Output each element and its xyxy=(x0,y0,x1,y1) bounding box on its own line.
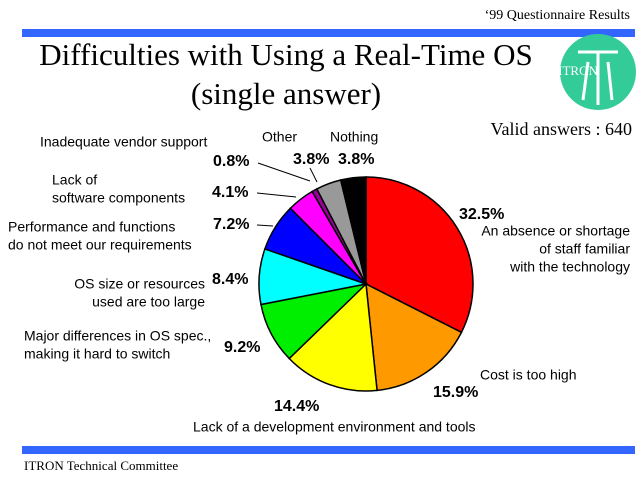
pie-slice xyxy=(365,282,463,392)
category-label: Cost is too high xyxy=(480,367,577,383)
chart-title: Difficulties with Using a Real-Time OS xyxy=(39,37,532,72)
leader-lines xyxy=(256,162,318,227)
pie-slice xyxy=(365,176,474,334)
category-label: used are too large xyxy=(92,294,205,310)
logo: ITRON xyxy=(558,34,636,110)
bottom-bar xyxy=(22,446,635,454)
category-label: with the technology xyxy=(509,259,630,275)
category-label: Performance and functions xyxy=(8,219,175,235)
value-label: 4.1% xyxy=(212,184,248,201)
value-label: 0.8% xyxy=(213,153,249,170)
category-label: Lack of xyxy=(52,172,97,188)
category-label: do not meet our requirements xyxy=(8,237,192,253)
annotation: Valid answers : 640 xyxy=(491,119,632,139)
header: ‘99 Questionnaire Results xyxy=(485,8,630,23)
category-label: software components xyxy=(52,190,185,206)
top-bar xyxy=(22,29,635,37)
category-label: of staff familiar xyxy=(539,241,630,257)
value-label: 3.8% xyxy=(293,151,329,168)
category-label: making it hard to switch xyxy=(24,346,170,362)
value-label: 32.5% xyxy=(459,206,504,223)
value-label: 9.2% xyxy=(224,339,260,356)
value-label: 8.4% xyxy=(212,271,248,288)
category-label: Nothing xyxy=(330,129,378,145)
value-label: 14.4% xyxy=(274,398,319,415)
footer: ITRON Technical Committee xyxy=(24,458,178,473)
pie-slice xyxy=(288,282,378,392)
category-label: Lack of a development environment and to… xyxy=(193,419,476,435)
category-label: Other xyxy=(262,129,297,145)
category-label: OS size or resources xyxy=(74,276,205,292)
value-label: 7.2% xyxy=(213,216,249,233)
category-label: An absence or shortage xyxy=(481,223,630,239)
category-label: Major differences in OS spec., xyxy=(24,328,211,344)
pie-slice xyxy=(339,176,367,285)
value-label: 3.8% xyxy=(338,151,374,168)
chart-title: (single answer) xyxy=(191,76,381,111)
value-label: 15.9% xyxy=(433,384,478,401)
category-label: Inadequate vendor support xyxy=(40,134,207,150)
logo-text: ITRON xyxy=(558,63,598,78)
